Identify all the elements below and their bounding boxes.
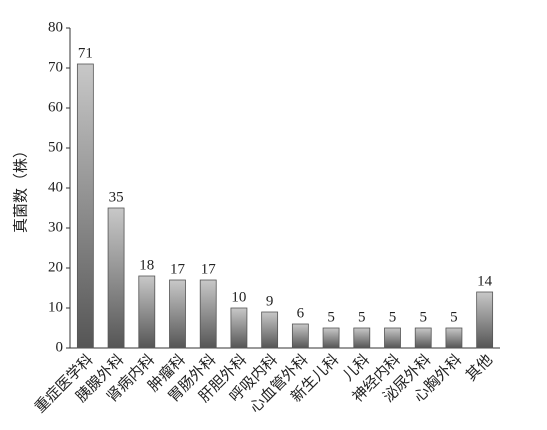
y-tick-label: 40 bbox=[48, 179, 63, 195]
data-label: 5 bbox=[327, 309, 335, 325]
data-label: 17 bbox=[201, 261, 217, 277]
bar bbox=[353, 327, 371, 349]
bar bbox=[230, 307, 248, 349]
bar bbox=[199, 279, 217, 349]
y-tick-label: 60 bbox=[48, 99, 63, 115]
bar bbox=[384, 327, 401, 349]
data-label: 5 bbox=[389, 309, 397, 325]
y-tick-label: 0 bbox=[56, 339, 64, 355]
data-label: 35 bbox=[109, 189, 124, 205]
data-label: 17 bbox=[170, 261, 186, 277]
bar bbox=[261, 311, 279, 349]
data-label: 71 bbox=[78, 45, 93, 61]
y-axis-label: 真菌数（株） bbox=[11, 143, 29, 233]
bar bbox=[322, 327, 340, 349]
bar bbox=[445, 327, 463, 349]
y-tick-label: 80 bbox=[48, 19, 63, 35]
bar bbox=[107, 207, 125, 349]
y-tick-label: 20 bbox=[48, 259, 63, 275]
y-tick-label: 50 bbox=[48, 139, 63, 155]
data-label: 14 bbox=[477, 273, 493, 289]
bar bbox=[291, 323, 309, 349]
y-tick-label: 70 bbox=[48, 59, 63, 75]
y-tick-label: 30 bbox=[48, 219, 63, 235]
x-tick-label: 其他 bbox=[463, 351, 496, 384]
data-label: 5 bbox=[419, 309, 427, 325]
bar bbox=[476, 291, 494, 349]
data-label: 18 bbox=[139, 257, 154, 273]
bar bbox=[138, 275, 156, 349]
y-tick-label: 10 bbox=[48, 299, 63, 315]
data-label: 9 bbox=[266, 293, 274, 309]
data-label: 10 bbox=[231, 289, 246, 305]
data-label: 5 bbox=[450, 309, 458, 325]
bar bbox=[169, 279, 186, 349]
data-label: 6 bbox=[297, 305, 305, 321]
bar bbox=[414, 327, 432, 349]
data-label: 5 bbox=[358, 309, 366, 325]
bar bbox=[76, 63, 94, 349]
